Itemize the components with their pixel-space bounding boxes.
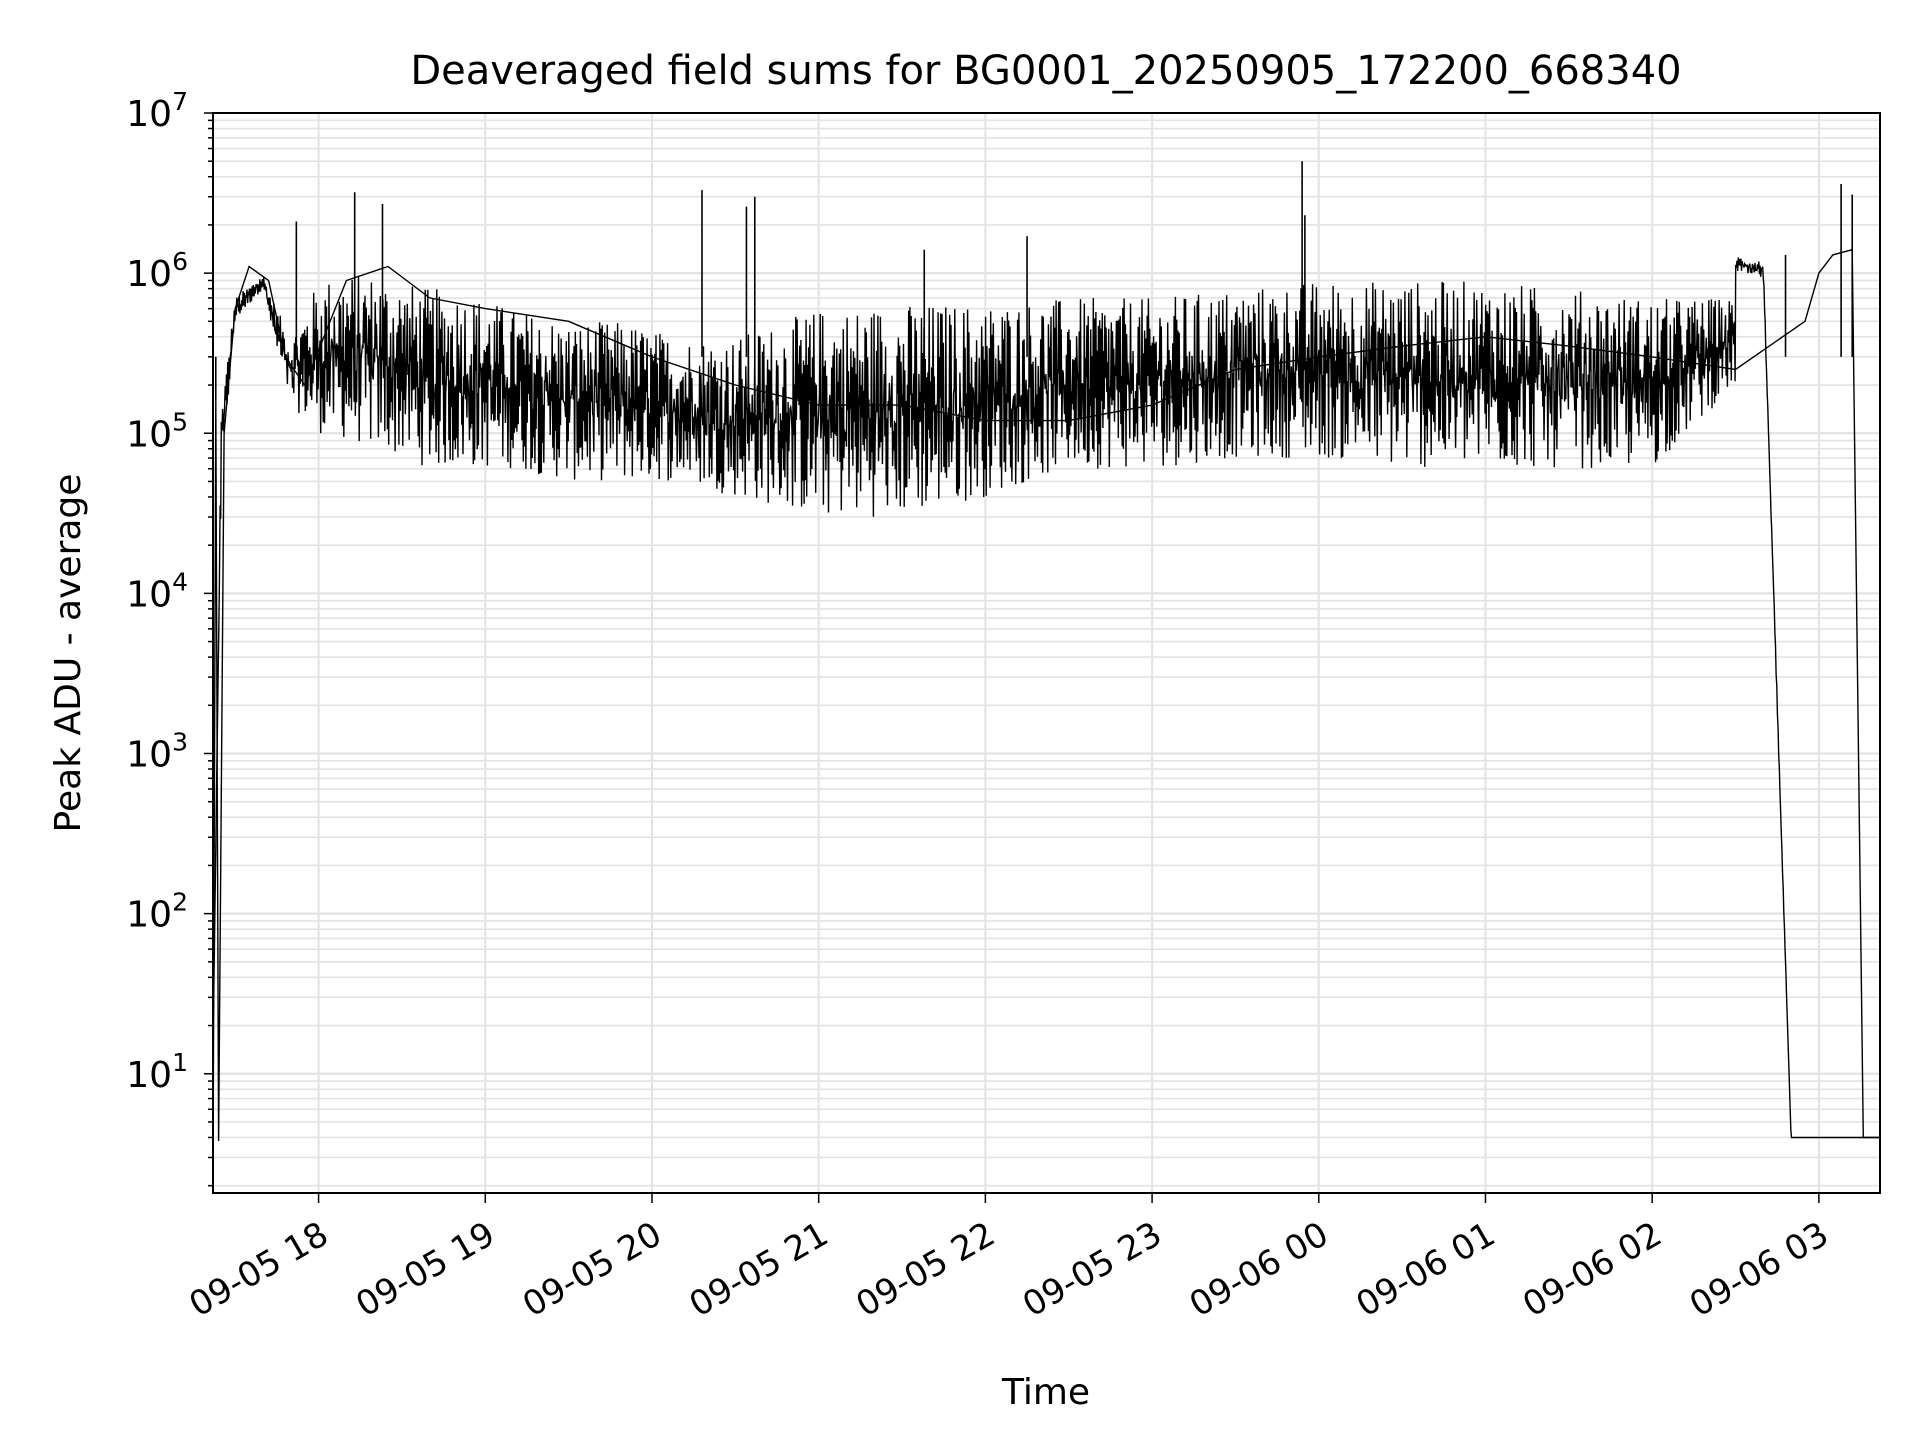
y-tick-label: 103 (126, 728, 188, 776)
plot-frame (212, 112, 1881, 1194)
y-tick-label: 106 (126, 247, 188, 295)
x-tick-label: 09-05 21 (683, 1214, 835, 1325)
y-tick-label: 104 (126, 567, 188, 615)
x-tick-label: 09-05 20 (516, 1214, 668, 1325)
y-tick-label: 107 (126, 87, 188, 135)
chart-title: Deaveraged field sums for BG0001_2025090… (410, 48, 1681, 94)
x-tick-label: 09-06 01 (1350, 1214, 1502, 1325)
x-tick-label: 09-06 03 (1683, 1214, 1835, 1325)
x-tick-label: 09-06 02 (1516, 1214, 1668, 1325)
line-layer (212, 161, 1880, 1186)
y-tick-label: 102 (126, 888, 188, 936)
x-tick-label: 09-06 00 (1183, 1214, 1335, 1325)
x-tick-label: 09-05 19 (349, 1214, 501, 1325)
x-tick-label: 09-05 23 (1016, 1214, 1168, 1325)
y-tick-label: 105 (126, 407, 188, 455)
data-trace (212, 257, 1880, 1139)
series-line (212, 248, 1880, 1186)
y-tick-label: 101 (126, 1048, 188, 1096)
grid-layer (213, 113, 1880, 1193)
x-tick-label: 09-05 18 (183, 1214, 335, 1325)
x-tick-label: 09-05 22 (849, 1214, 1001, 1325)
y-axis-label: Peak ADU - average (48, 474, 89, 833)
x-axis-label: Time (1001, 1372, 1090, 1413)
